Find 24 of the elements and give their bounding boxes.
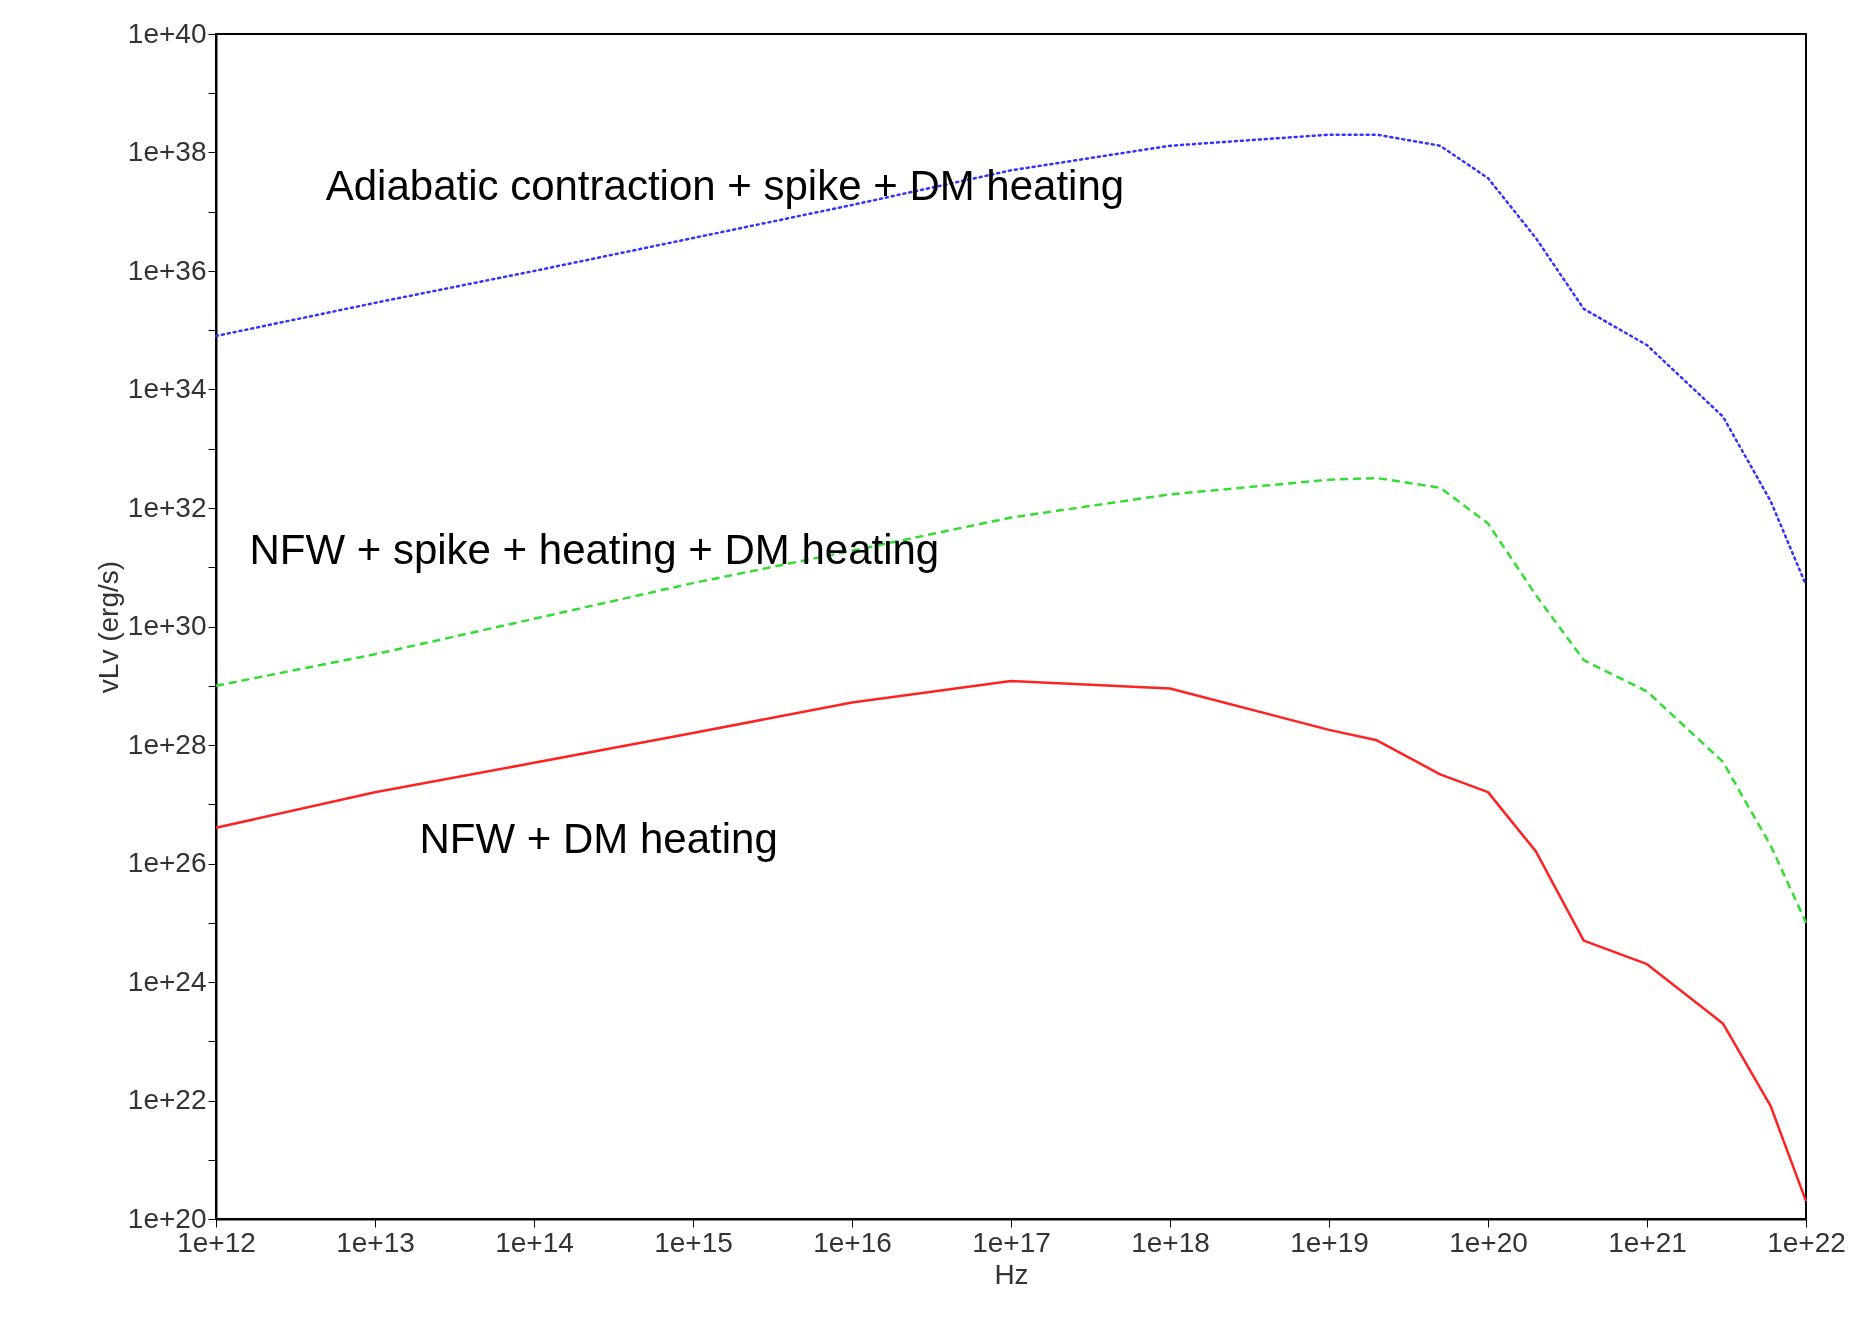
x-tick-label: 1e+14: [495, 1226, 574, 1258]
x-tick-label: 1e+21: [1608, 1226, 1687, 1258]
x-tick-label: 1e+17: [972, 1226, 1051, 1258]
y-tick-label: 1e+28: [127, 728, 207, 760]
y-tick-label: 1e+30: [127, 610, 207, 641]
y-tick-label: 1e+26: [127, 847, 207, 878]
x-tick-label: 1e+16: [813, 1226, 892, 1258]
y-tick-label: 1e+20: [127, 1202, 207, 1234]
y-tick-label: 1e+38: [127, 136, 207, 167]
x-tick-label: 1e+22: [1767, 1226, 1846, 1258]
x-tick-label: 1e+19: [1290, 1226, 1369, 1258]
y-tick-label: 1e+36: [127, 254, 207, 286]
x-tick-label: 1e+15: [654, 1226, 733, 1258]
y-tick-label: 1e+22: [127, 1084, 207, 1115]
y-tick-label: 1e+34: [127, 373, 207, 404]
x-tick-label: 1e+18: [1131, 1226, 1210, 1258]
y-tick-label: 1e+32: [127, 491, 207, 523]
y-axis-title: vLv (erg/s): [92, 560, 124, 694]
y-tick-label: 1e+40: [127, 17, 207, 49]
x-tick-label: 1e+13: [336, 1226, 415, 1258]
x-axis-title: Hz: [994, 1258, 1029, 1290]
x-tick-label: 1e+20: [1449, 1226, 1528, 1258]
y-tick-label: 1e+24: [127, 965, 207, 997]
annotation: NFW + DM heating: [419, 814, 778, 862]
